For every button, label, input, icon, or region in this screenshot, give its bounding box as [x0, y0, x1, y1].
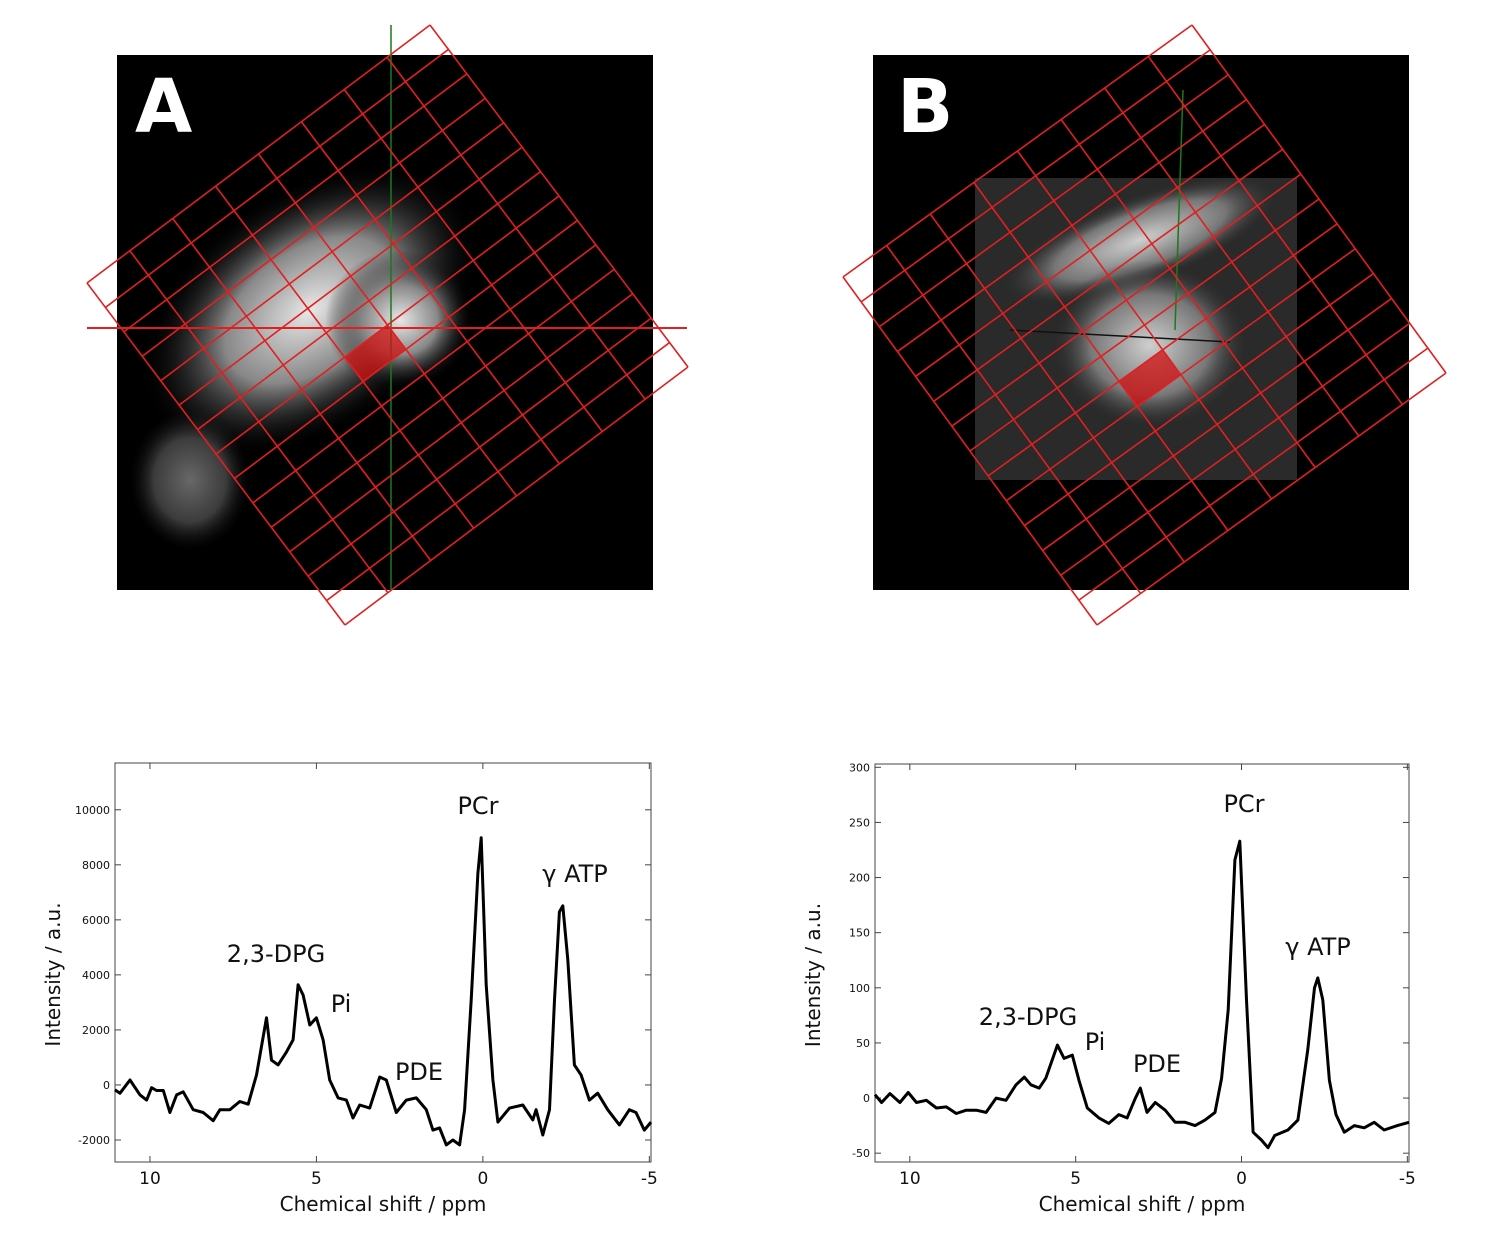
x-tick-label: 0 [477, 1169, 488, 1189]
peak-annotation: γ ATP [1285, 933, 1351, 961]
spectrum-line [114, 836, 653, 1147]
y-tick-label: 200 [849, 872, 870, 885]
y-tick-label: 4000 [82, 969, 110, 982]
y-axis-label: Intensity / a.u. [801, 903, 825, 1047]
y-axis-label: Intensity / a.u. [41, 902, 65, 1046]
grid-line [860, 49, 1211, 303]
grid-line [969, 198, 1320, 452]
peak-annotation: PCr [1223, 790, 1264, 818]
anatomy [1050, 260, 1250, 430]
selected-voxel [1119, 349, 1181, 407]
grid-line [344, 366, 689, 626]
grid-line [104, 48, 449, 309]
x-tick-label: 5 [311, 1169, 322, 1189]
anatomy [998, 173, 1282, 307]
x-tick-label: 5 [1070, 1169, 1081, 1189]
grid-line [896, 98, 1247, 353]
grid-line [1096, 372, 1447, 626]
panel-label: A [135, 64, 192, 150]
anatomy [130, 410, 250, 550]
grid-line [933, 148, 1284, 402]
x-axis-label: Chemical shift / ppm [1039, 1192, 1246, 1216]
peak-annotation: γ ATP [542, 860, 608, 888]
mri-panel-a: A [86, 24, 689, 626]
grid-line [160, 122, 505, 382]
x-tick-label: 10 [899, 1169, 921, 1189]
grid-line [878, 74, 1229, 328]
plot-frame [874, 763, 1410, 1163]
grid-line [1023, 272, 1374, 527]
grid-line [915, 123, 1266, 378]
selected-voxel [344, 325, 406, 382]
y-tick-label: 0 [863, 1092, 870, 1105]
grid-line [842, 24, 1193, 278]
x-axis-label: Chemical shift / ppm [280, 1192, 487, 1216]
grid-line [1042, 297, 1393, 552]
grid-line [197, 170, 542, 431]
y-tick-label: 100 [849, 982, 870, 995]
grid-line [987, 223, 1338, 477]
x-tick-label: -5 [1399, 1169, 1416, 1189]
grid-line [326, 341, 671, 602]
x-tick-label: 0 [1236, 1169, 1247, 1189]
grid-line [1060, 322, 1411, 576]
peak-annotation: PCr [457, 792, 498, 820]
plot-frame [114, 762, 652, 1163]
grid-line [270, 268, 615, 528]
y-tick-label: 250 [849, 816, 870, 829]
peak-annotation: PDE [395, 1058, 443, 1086]
grid-line [215, 195, 560, 455]
y-tick-label: 10000 [75, 804, 110, 817]
grid-line [252, 244, 597, 504]
grid-line [178, 146, 523, 406]
peak-annotation: PDE [1133, 1050, 1181, 1078]
grid-line [289, 293, 634, 553]
peak-annotation: Pi [331, 990, 352, 1018]
grid-line [86, 24, 431, 284]
grid-line [1005, 248, 1356, 502]
grid-line [233, 219, 578, 480]
grid-line [1078, 347, 1429, 601]
voxel-grid [86, 24, 689, 626]
spectrum-line [873, 839, 1410, 1150]
peak-annotation: Pi [1085, 1028, 1106, 1056]
peak-annotation: 2,3-DPG [227, 940, 325, 968]
y-tick-label: 6000 [82, 914, 110, 927]
y-tick-label: 2000 [82, 1024, 110, 1037]
y-tick-label: 150 [849, 927, 870, 940]
y-tick-label: -2000 [78, 1134, 110, 1147]
grid-line [307, 317, 652, 577]
mri-panel-b: B [842, 24, 1447, 626]
grid-line [141, 97, 486, 357]
panel-label: B [897, 64, 953, 150]
y-tick-label: -50 [852, 1147, 870, 1160]
crosshair [1009, 329, 1231, 343]
crosshair [1174, 89, 1184, 331]
y-tick-label: 0 [103, 1079, 110, 1092]
y-tick-label: 8000 [82, 859, 110, 872]
peak-annotation: 2,3-DPG [979, 1003, 1077, 1031]
y-tick-label: 300 [849, 761, 870, 774]
x-tick-label: -5 [641, 1169, 658, 1189]
y-tick-label: 50 [856, 1037, 870, 1050]
grid-line [951, 173, 1302, 427]
voxel-grid [842, 24, 1447, 626]
grid-line [123, 73, 468, 333]
x-tick-label: 10 [139, 1169, 161, 1189]
